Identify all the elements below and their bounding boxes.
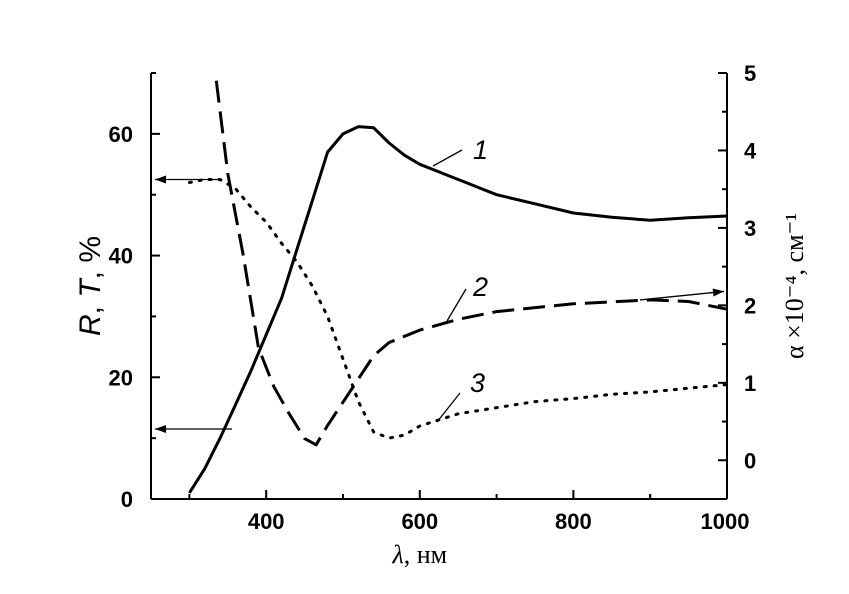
x-tick-label: 600 [401, 509, 438, 534]
right-y-tick-label: 4 [744, 138, 757, 163]
series-3-line [187, 178, 729, 440]
curves [187, 80, 729, 494]
series-2-arrow-to-right-axis-line [639, 290, 725, 301]
right-y-tick-label: 2 [744, 293, 756, 318]
series-2-leader [446, 288, 467, 322]
series-1-leader [432, 149, 463, 167]
right-y-tick-label: 1 [744, 371, 756, 396]
labels: λ, нм R, T, % α ×10⁻⁴, см⁻¹ 1 2 3 [74, 135, 809, 569]
right-y-tick-label: 0 [744, 448, 756, 473]
series-1-label: 1 [473, 135, 488, 165]
right-y-tick-label: 3 [744, 216, 756, 241]
series-1-line [188, 125, 728, 494]
x-tick-label: 800 [555, 509, 592, 534]
left-y-tick-label: 0 [121, 487, 133, 512]
series-2-label: 2 [472, 272, 488, 302]
left-y-tick-label: 40 [109, 244, 133, 269]
series-2-arrow-to-right-axis-head [712, 288, 724, 297]
arrows [155, 175, 725, 434]
right-y-tick-label: 5 [744, 61, 756, 86]
x-tick-label: 400 [248, 509, 285, 534]
left-y-tick-label: 60 [109, 122, 133, 147]
left-y-axis-title: R, T, % [74, 236, 107, 336]
x-tick-label: 1000 [701, 509, 750, 534]
right-y-axis-title: α ×10⁻⁴, см⁻¹ [780, 213, 809, 359]
series-3-label: 3 [470, 368, 485, 398]
series-3-leader [436, 392, 461, 423]
series-1-arrow-to-left-axis-head [155, 425, 166, 434]
left-y-tick-label: 20 [109, 365, 133, 390]
series-2-line [214, 80, 728, 447]
series-3-arrow-to-left-axis-head [155, 175, 166, 184]
x-axis-title: λ, нм [391, 540, 447, 569]
